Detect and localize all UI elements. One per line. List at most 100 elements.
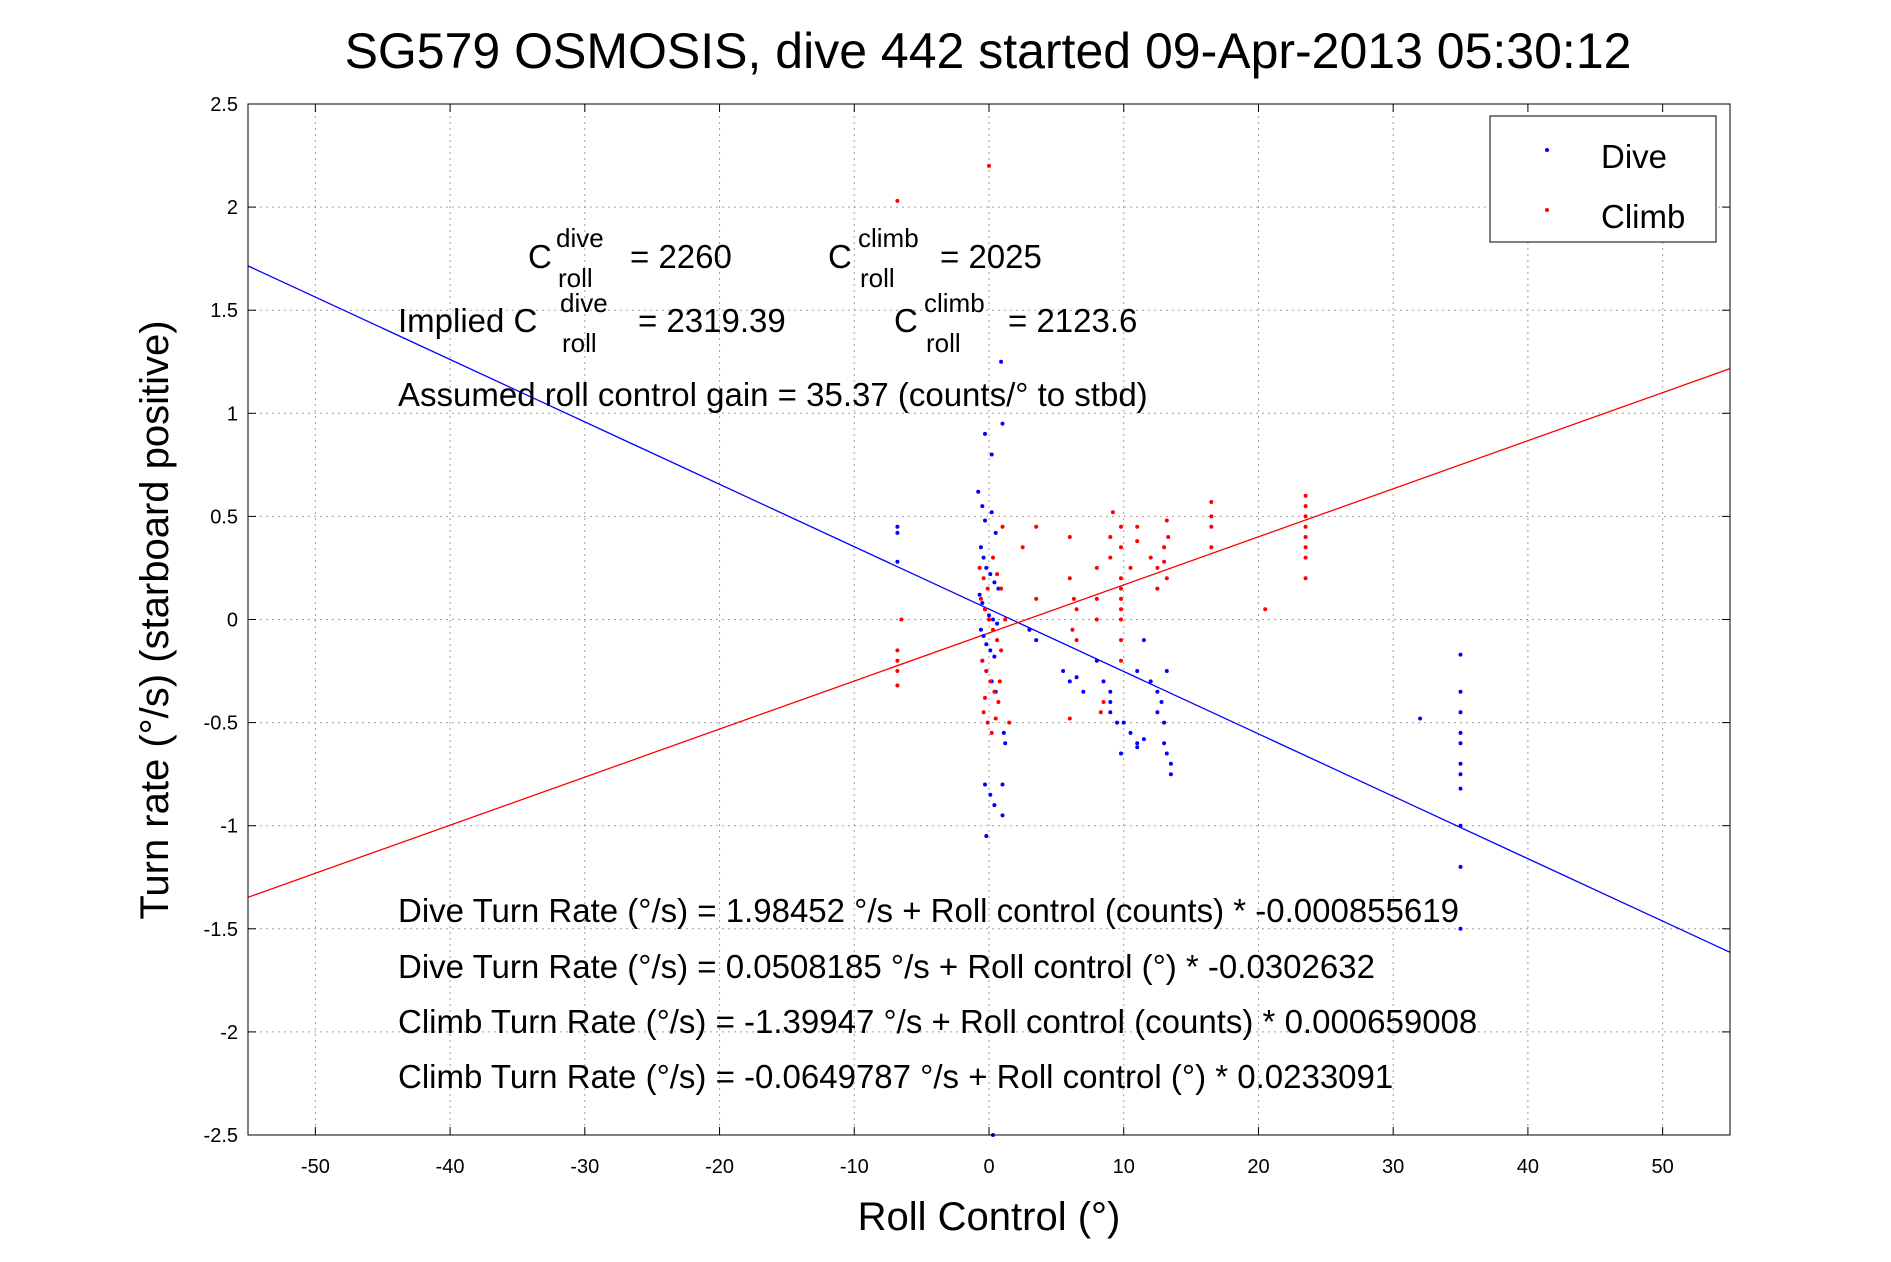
dive-point [1000,782,1005,787]
climb-point [980,658,985,663]
y-tick-label: 0 [227,610,238,632]
data-point-layer [895,163,1463,1137]
cdive-prefix: C [528,238,552,275]
dive-point [1141,737,1146,742]
climb-point [1119,576,1123,581]
climb-point [1303,504,1308,509]
climb-point [1119,524,1123,529]
fit-equations: Dive Turn Rate (°/s) = 1.98452 °/s + Rol… [398,892,1477,1095]
dive-point [1458,823,1463,828]
dive-point [976,489,981,494]
dive-point [1458,710,1463,715]
climb-point [1067,576,1072,581]
climb-point [988,679,993,684]
dive-point [1458,689,1463,694]
climb-point [985,720,990,725]
climb-point [1074,638,1079,643]
dive-point [981,555,986,560]
equation-3: Climb Turn Rate (°/s) = -1.39947 °/s + R… [398,1003,1477,1040]
dive-point [992,803,997,808]
implied-dive-value: = 2319.39 [638,302,786,339]
dive-point [983,431,987,436]
gain-annotation: Assumed roll control gain = 35.37 (count… [398,376,1148,413]
climb-point [978,596,983,601]
climb-point [1303,576,1308,581]
climb-point [1094,596,1099,601]
equation-1: Dive Turn Rate (°/s) = 1.98452 °/s + Rol… [398,892,1459,929]
dive-point [991,617,995,622]
climb-point [1071,596,1076,601]
y-tick-label: -1.5 [204,919,238,941]
dive-point [1061,669,1066,673]
x-tick-label: 10 [1113,1156,1135,1178]
plot-border [247,103,1731,1136]
y-tick-label: 1.5 [210,300,238,322]
dive-point [978,627,983,632]
climb-point [1303,493,1308,498]
climb-point [1209,514,1214,519]
dive-point [995,621,1000,626]
dive-point [895,530,900,535]
dive-point [984,565,989,570]
climb-fit-line [247,367,1731,898]
dive-point [989,452,994,457]
dive-point [1027,627,1032,632]
equation-4: Climb Turn Rate (°/s) = -0.0649787 °/s +… [398,1058,1393,1095]
climb-point [895,669,900,673]
climb-point [1094,565,1099,570]
climb-point [1166,535,1171,539]
climb-point [995,572,1000,577]
climb-point [899,617,904,622]
climb-point [1098,710,1103,715]
cdive-value: = 2260 [630,238,732,275]
fit-line-layer [247,265,1731,953]
x-tick-label: -40 [436,1156,465,1178]
climb-point [1108,535,1113,539]
legend-climb-label: Climb [1601,198,1685,235]
dive-point [1121,720,1126,725]
climb-point [992,689,997,694]
climb-point [1303,555,1308,560]
dive-point [1115,720,1119,725]
dive-point [988,792,993,797]
climb-point [1164,576,1169,581]
y-tick-label: 2.5 [210,94,238,116]
climb-point [995,638,1000,643]
climb-point [1263,607,1268,612]
dive-point [1164,669,1169,673]
climb-point [1119,617,1123,622]
dive-point [1168,772,1173,777]
dive-point [977,592,982,597]
dive-point [1159,700,1164,704]
cclimb-sup: climb [858,223,919,253]
legend-dive-marker [1545,148,1549,152]
x-tick-label: 20 [1247,1156,1269,1178]
x-tick-label: 0 [983,1156,994,1178]
climb-point [1119,596,1123,601]
dive-point [981,634,986,638]
climb-point [1074,607,1079,612]
climb-point [1119,607,1123,612]
dive-point [1155,689,1160,694]
y-tick-label: -1 [220,816,238,838]
chart-title: SG579 OSMOSIS, dive 442 started 09-Apr-2… [345,23,1632,79]
dive-point [1164,751,1169,756]
dive-point [999,359,1004,364]
y-tick-label: 2 [227,197,238,219]
climb-point [895,198,900,203]
y-tick-label: 0.5 [210,506,238,528]
dive-point [1003,741,1008,746]
legend-dive-label: Dive [1601,138,1667,175]
dive-point [1458,741,1463,746]
y-tick-label: -0.5 [204,713,238,735]
climb-point [977,565,982,570]
dive-point [1119,751,1123,756]
implied-climb-sup: climb [924,288,985,318]
climb-point [1000,524,1005,529]
climb-point [1209,524,1214,529]
climb-point [1155,565,1160,570]
climb-point [895,683,900,688]
legend: Dive Climb [1489,115,1717,243]
dive-point [980,601,985,605]
x-tick-label: 40 [1517,1156,1539,1178]
